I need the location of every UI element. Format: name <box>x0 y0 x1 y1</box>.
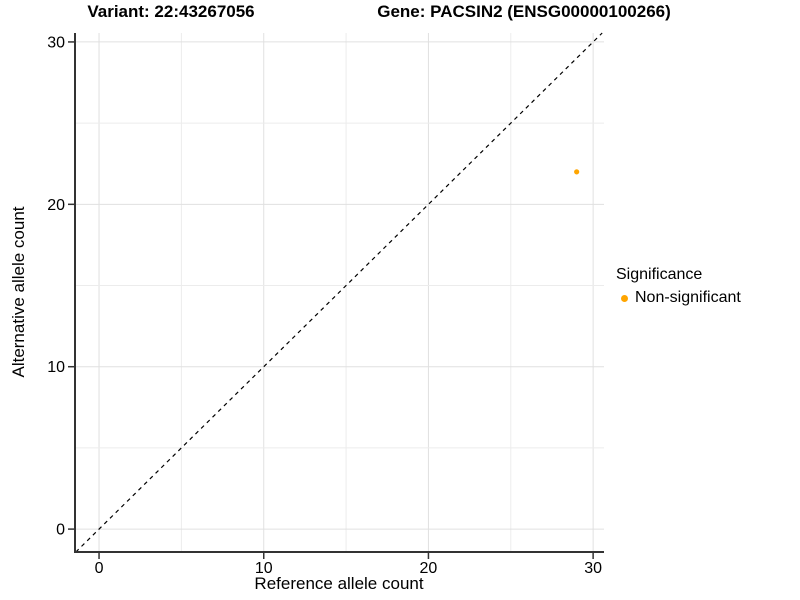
x-tick-label: 10 <box>255 560 273 577</box>
legend-title: Significance <box>616 266 703 283</box>
legend-item: Non-significant <box>616 289 741 307</box>
x-tick-label: 30 <box>584 560 602 577</box>
x-tick-label: 20 <box>420 560 438 577</box>
y-tick-label: 0 <box>56 522 65 539</box>
y-tick-label: 20 <box>47 197 65 214</box>
legend-point-icon <box>621 294 628 302</box>
identity-line <box>75 32 603 553</box>
y-tick-label: 10 <box>47 359 65 376</box>
legend: Significance Non-significant <box>616 265 741 307</box>
y-tick-label: 30 <box>47 34 65 51</box>
y-axis-title: Alternative allele count <box>9 206 28 378</box>
legend-item-label: Non-significant <box>635 289 741 306</box>
plot-title-variant: Variant: 22:43267056 <box>87 2 255 21</box>
x-axis-title: Reference allele count <box>254 574 424 593</box>
x-tick-label: 0 <box>95 560 104 577</box>
data-point <box>574 169 580 175</box>
plot-title-gene: Gene: PACSIN2 (ENSG00000100266) <box>377 2 671 21</box>
